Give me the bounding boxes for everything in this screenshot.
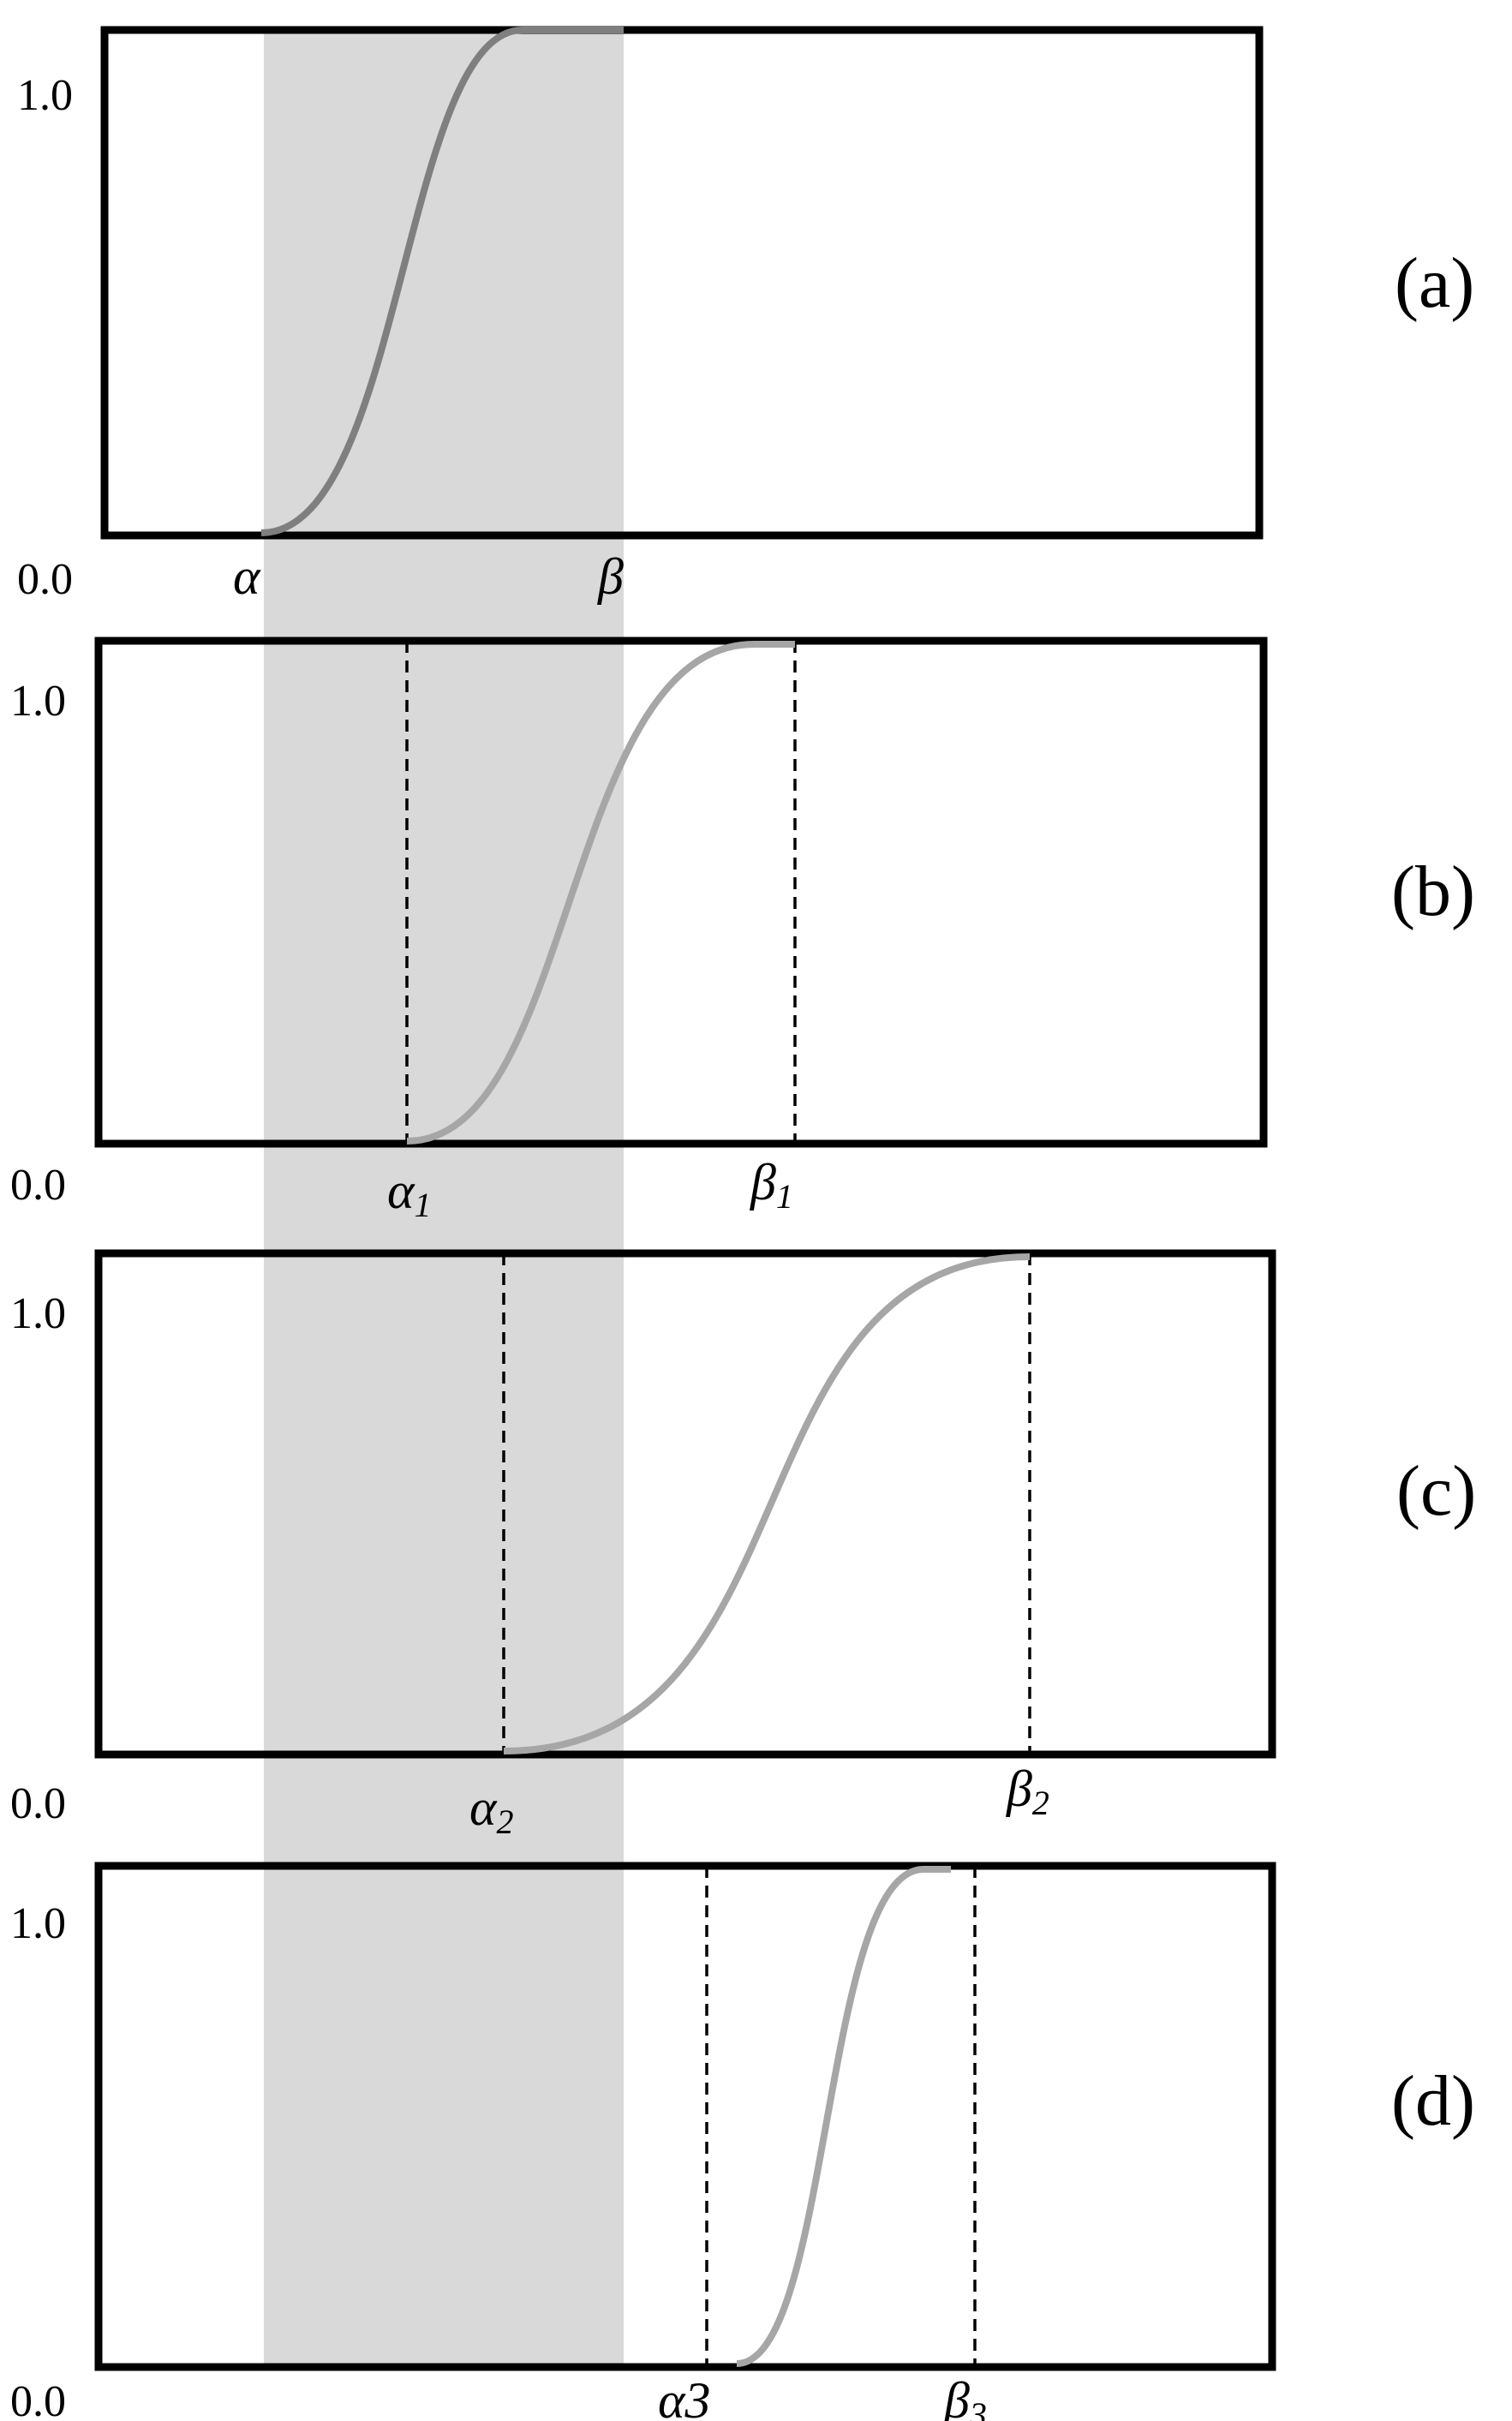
panel-d-frame [94,1862,1276,2371]
panel-b-y-top-label: 1.0 [10,677,66,726]
panel-a-y-top-label: 1.0 [17,71,73,120]
panel-a: 1.0 0.0 α β (a) [17,26,1474,605]
panel-a-alpha-label: α [233,548,261,605]
panel-d-y-top-label: 1.0 [10,1899,66,1948]
panel-d-curve [736,1866,951,2367]
panel-c-alpha-label: α2 [469,1779,514,1841]
panel-c-y-bottom-label: 0.0 [10,1779,66,1828]
panel-d-y-bottom-label: 0.0 [10,2377,66,2421]
panel-d-alpha-label: α3 [658,2372,711,2421]
panel-c-beta-label: β2 [1006,1760,1049,1822]
panel-a-label: (a) [1395,243,1474,323]
panel-b-frame [94,637,1268,1148]
panel-c-frame [94,1249,1276,1759]
panel-a-frame [100,26,1264,540]
panel-b-beta-label: β1 [750,1154,793,1216]
panel-c: 1.0 0.0 α2 β2 (c) [10,1249,1476,1841]
panel-b-label: (b) [1391,852,1475,931]
shaded-band [264,30,624,2364]
panel-c-curve [503,1253,1031,1754]
panel-a-curve [260,27,624,536]
panel-d: 1.0 0.0 α3 β3 (d) [10,1862,1475,2421]
panel-b-curve [406,641,795,1145]
panel-a-beta-label: β [597,548,624,605]
panel-c-y-top-label: 1.0 [10,1289,66,1338]
panel-b-y-bottom-label: 0.0 [10,1161,66,1210]
panel-b: 1.0 0.0 α1 β1 (b) [10,637,1475,1224]
panel-c-label: (c) [1396,1451,1476,1531]
panel-a-y-bottom-label: 0.0 [17,555,73,604]
panel-d-beta-label: β3 [943,2372,987,2421]
panel-d-label: (d) [1391,2061,1475,2141]
panel-b-alpha-label: α1 [387,1163,432,1224]
